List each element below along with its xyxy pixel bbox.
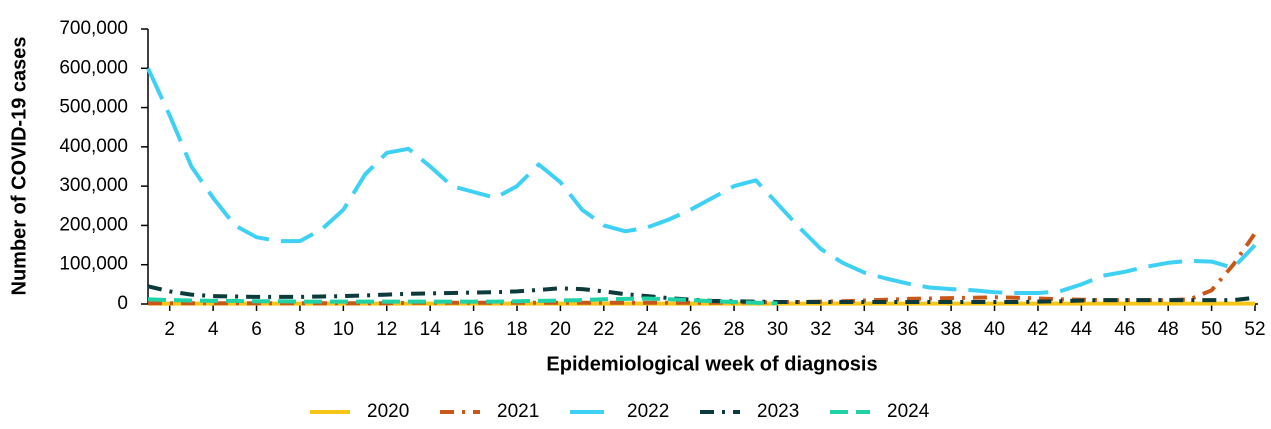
x-tick-label: 2: [164, 319, 175, 340]
series-line: [147, 296, 778, 306]
y-axis-title: Number of COVID-19 cases: [8, 37, 30, 296]
x-tick-label: 18: [506, 319, 527, 340]
x-tick-label: 40: [984, 319, 1005, 340]
x-tick-label: 50: [1201, 319, 1222, 340]
y-tick-label: 0: [117, 293, 128, 314]
y-tick-label: 100,000: [59, 254, 128, 275]
x-tick-label: 32: [810, 319, 831, 340]
x-tick-label: 22: [593, 319, 614, 340]
x-tick-label: 28: [723, 319, 744, 340]
x-tick-label: 52: [1244, 319, 1265, 340]
legend-label: 2024: [887, 401, 930, 422]
legend-label: 2022: [627, 401, 669, 422]
x-tick-label: 36: [897, 319, 918, 340]
y-tick-label: 200,000: [59, 214, 128, 235]
x-tick-label: 12: [376, 319, 397, 340]
x-tick-label: 46: [1114, 319, 1135, 340]
series-line: [148, 232, 1257, 306]
x-tick-label: 4: [208, 319, 219, 340]
x-tick-label: 10: [333, 319, 354, 340]
x-tick-label: 38: [941, 319, 962, 340]
y-tick-label: 600,000: [59, 57, 128, 78]
x-tick-label: 30: [767, 319, 788, 340]
x-tick-label: 24: [637, 319, 659, 340]
x-tick-label: 14: [420, 319, 442, 340]
legend-label: 2023: [757, 401, 799, 422]
x-axis-title: Epidemiological week of diagnosis: [546, 353, 877, 375]
x-tick-label: 34: [854, 319, 876, 340]
x-tick-label: 26: [680, 319, 701, 340]
x-tick-label: 44: [1071, 319, 1093, 340]
y-tick-label: 300,000: [59, 175, 128, 196]
x-tick-label: 48: [1158, 319, 1179, 340]
series-line: [146, 67, 1257, 295]
legend-label: 2020: [367, 401, 409, 422]
x-tick-label: 42: [1027, 319, 1048, 340]
x-tick-label: 6: [251, 319, 262, 340]
y-tick-label: 700,000: [59, 18, 128, 39]
y-tick-label: 400,000: [59, 136, 128, 157]
y-tick-label: 500,000: [59, 97, 128, 118]
series-line: [147, 284, 1256, 304]
x-tick-label: 8: [295, 319, 306, 340]
legend-label: 2021: [497, 401, 539, 422]
x-tick-label: 16: [463, 319, 484, 340]
x-tick-label: 20: [550, 319, 571, 340]
